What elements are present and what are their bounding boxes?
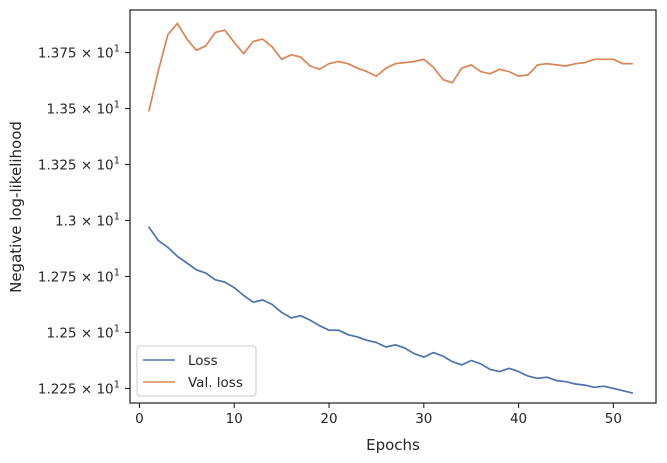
x-tick-label: 30 (415, 411, 432, 427)
x-tick-label: 0 (135, 411, 144, 427)
y-tick-mantissa: 1.275 (38, 269, 77, 285)
y-tick-exponent: 1 (114, 100, 120, 111)
x-tick-label: 50 (605, 411, 622, 427)
y-tick-label: 1.3 × 101 (55, 211, 120, 229)
series-layer (148, 22, 634, 394)
legend-label-loss: Loss (188, 353, 218, 369)
legend: Loss Val. loss (136, 345, 257, 397)
y-tick-label: 1.325 × 101 (38, 156, 120, 174)
y-tick-exponent: 1 (114, 44, 120, 55)
y-tick-mantissa: 1.35 (46, 102, 76, 118)
y-tick-times: × (77, 46, 97, 62)
y-tick-base: 10 (96, 158, 113, 174)
y-tick-label: 1.35 × 101 (46, 100, 120, 118)
y-tick-base: 10 (96, 213, 113, 229)
x-axis-ticks: 0 10 20 30 40 50 (135, 403, 622, 427)
x-tick-label: 40 (510, 411, 527, 427)
y-tick-exponent: 1 (114, 211, 120, 222)
y-tick-times: × (77, 158, 97, 174)
legend-label-val-loss: Val. loss (188, 375, 243, 391)
y-tick-exponent: 1 (114, 156, 120, 167)
y-tick-times: × (77, 325, 97, 341)
y-tick-exponent: 1 (114, 323, 120, 334)
x-tick-label: 20 (320, 411, 337, 427)
y-tick-times: × (77, 381, 97, 397)
series-line-val-loss (148, 22, 634, 112)
y-tick-base: 10 (96, 102, 113, 118)
y-tick-mantissa: 1.325 (38, 158, 77, 174)
x-axis-label: Epochs (366, 436, 420, 454)
y-tick-label: 1.275 × 101 (38, 267, 120, 285)
y-axis-label: Negative log-likelihood (7, 121, 25, 293)
plot-frame (129, 9, 657, 404)
y-tick-base: 10 (96, 381, 113, 397)
y-tick-label: 1.225 × 101 (38, 379, 120, 397)
y-tick-times: × (77, 213, 97, 229)
y-tick-mantissa: 1.375 (38, 46, 77, 62)
y-tick-exponent: 1 (114, 267, 120, 278)
series-line-loss (148, 226, 634, 394)
y-tick-mantissa: 1.25 (46, 325, 76, 341)
y-tick-base: 10 (96, 46, 113, 62)
y-tick-mantissa: 1.225 (38, 381, 77, 397)
y-tick-mantissa: 1.3 (55, 213, 76, 229)
plot-area-background (130, 10, 656, 403)
y-tick-base: 10 (96, 325, 113, 341)
y-tick-label: 1.25 × 101 (46, 323, 120, 341)
y-tick-times: × (77, 269, 97, 285)
y-tick-label: 1.375 × 101 (38, 44, 120, 62)
y-tick-exponent: 1 (114, 379, 120, 390)
y-tick-times: × (77, 102, 97, 118)
y-tick-base: 10 (96, 269, 113, 285)
legend-box (136, 345, 257, 397)
x-tick-label: 10 (226, 411, 243, 427)
